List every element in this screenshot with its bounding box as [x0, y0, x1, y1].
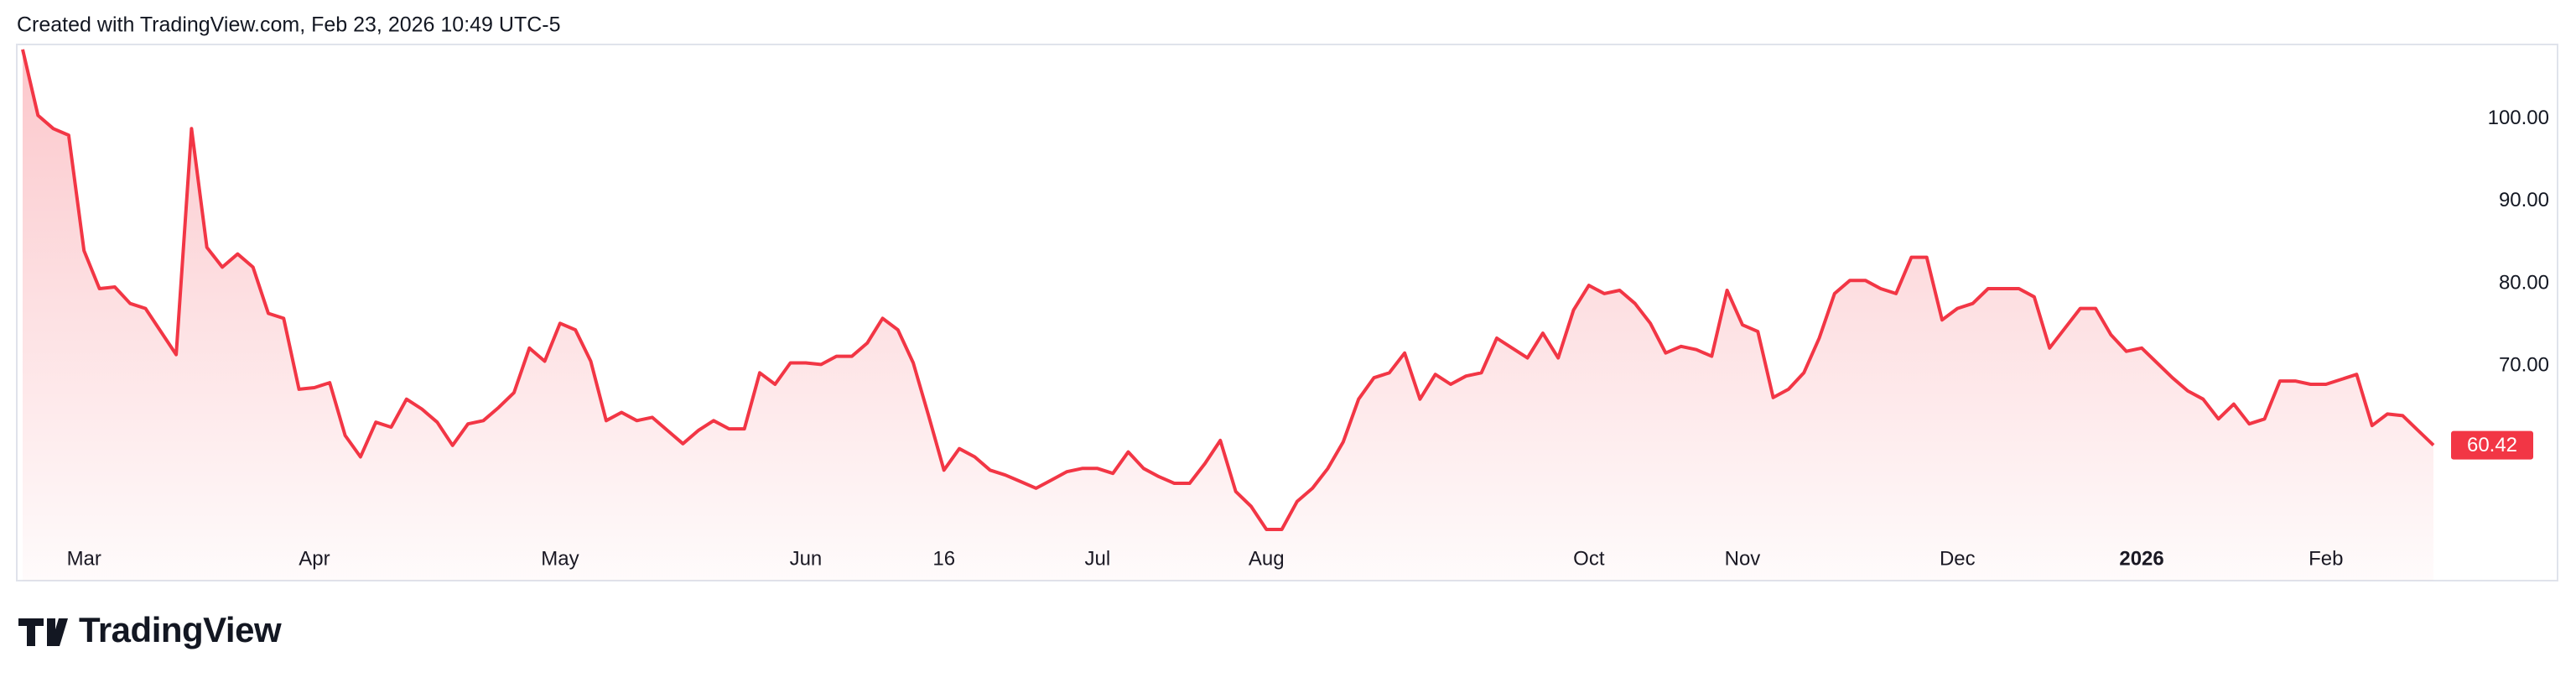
logo-text: TradingView [79, 610, 282, 649]
logo-icon [18, 618, 68, 646]
y-tick-label: 90.00 [2499, 189, 2549, 211]
area [23, 49, 2433, 581]
y-tick-label: 80.00 [2499, 271, 2549, 294]
price-line [21, 49, 2435, 531]
last-price-label: 60.42 [2467, 434, 2517, 456]
logo: TradingView [18, 610, 282, 649]
y-tick-label: 70.00 [2499, 354, 2549, 377]
header-text: Created with TradingView.com, Feb 23, 20… [17, 13, 561, 37]
y-tick-label: 100.00 [2488, 107, 2549, 129]
last-price-tag [2451, 430, 2533, 460]
